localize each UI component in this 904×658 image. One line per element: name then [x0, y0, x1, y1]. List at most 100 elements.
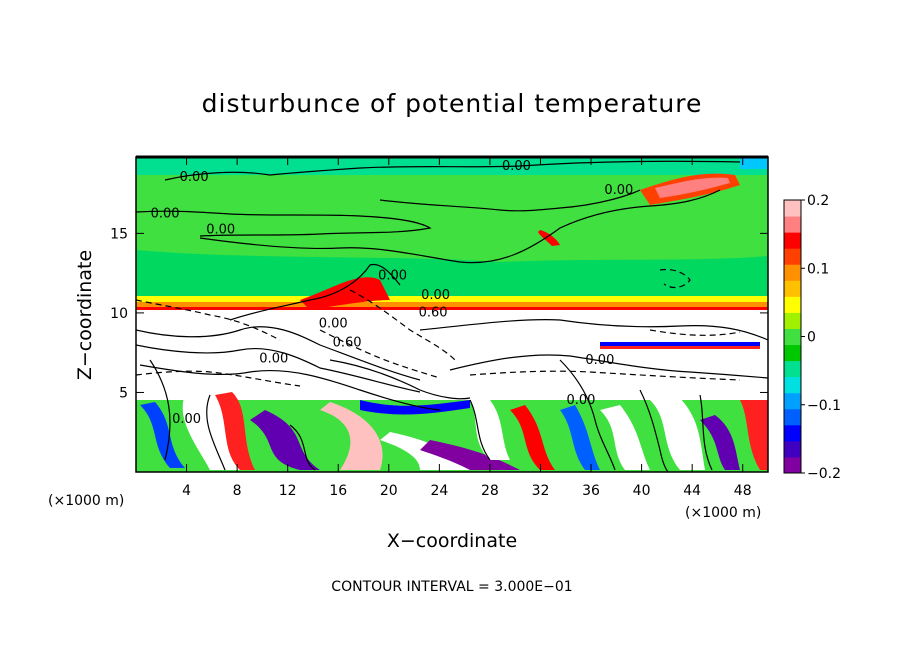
colorbar-frame [783, 199, 802, 474]
colorbar-tick-label: −0.2 [807, 466, 841, 482]
colorbar-tick-label: 0.1 [807, 261, 829, 277]
colorbar-swatch [784, 280, 801, 297]
colorbar-swatch [784, 344, 801, 362]
contour-line [469, 399, 491, 461]
x-tick-label: 36 [582, 483, 600, 499]
plume-blue-1 [140, 402, 185, 468]
mid-blue-band [600, 342, 760, 346]
colorbar-swatch [784, 264, 801, 281]
x-tick-label: 16 [329, 483, 347, 499]
colorbar-swatch [784, 216, 801, 233]
plume-purple-2 [420, 440, 520, 470]
colorbar-swatch [784, 296, 801, 313]
potential-temperature-field [136, 157, 768, 472]
contour-label: 0.00 [206, 223, 235, 238]
contour-label: 0.00 [259, 351, 288, 366]
colorbar-swatch [784, 408, 801, 426]
colorbar-swatch [784, 392, 801, 410]
x-tick-label: 40 [633, 483, 651, 499]
colorbar-swatch [784, 328, 801, 346]
x-tick-label: 12 [279, 483, 297, 499]
contour-label: 0.00 [172, 412, 201, 427]
colorbar-tick-label: 0.2 [807, 193, 829, 209]
contour-dashed [136, 370, 301, 387]
colorbar-tick-label: −0.1 [807, 398, 841, 414]
x-tick-label: 4 [182, 483, 191, 499]
plume-pink-1 [320, 402, 383, 470]
contour-line [289, 424, 316, 471]
contour-line [449, 354, 768, 379]
contour-line [639, 389, 669, 472]
x-axis: 4 8 12 16 20 24 28 32 36 40 44 48 [182, 157, 752, 499]
x-tick-label: 32 [532, 483, 550, 499]
plume-purple-3 [700, 415, 740, 470]
contour-labels: 0.00 0.00 0.00 0.00 0.00 0.00 0.00 0.60 0.00 0.60… [151, 159, 634, 427]
contour-dashed [349, 289, 456, 361]
x-unit-left: (×1000 m) [48, 493, 124, 509]
colorbar-swatch [784, 248, 801, 265]
contour-label: 0.00 [151, 207, 180, 222]
x-tick-label: 8 [233, 483, 242, 499]
colorbar-swatch [784, 456, 801, 474]
chart-title: disturbunce of potential temperature [202, 89, 703, 118]
plume-white-3 [470, 400, 510, 460]
band-lower-green [136, 250, 768, 300]
contour-line [559, 359, 616, 471]
x-tick-label: 44 [683, 483, 701, 499]
y-tick-label: 10 [110, 306, 128, 322]
colorbar-swatch [784, 360, 801, 378]
contour-label: 0.60 [419, 305, 448, 320]
contour-line [699, 394, 713, 471]
x-tick-label: 48 [734, 483, 752, 499]
plume-white-5 [650, 398, 705, 470]
plume-red-2 [510, 405, 555, 470]
contour-line [136, 210, 432, 237]
contour-dashed [649, 329, 741, 336]
colorbar-swatch [784, 232, 801, 249]
contour-interval-note: CONTOUR INTERVAL = 3.000E−01 [331, 579, 572, 595]
plume-red-3 [740, 400, 768, 470]
contour-label: 0.00 [604, 183, 633, 198]
contour-label: 0.00 [502, 159, 531, 174]
contour-line [379, 189, 641, 212]
contour-dashed [469, 370, 741, 381]
contour-line [206, 394, 226, 471]
colorbar-swatch [784, 200, 801, 217]
contour-line [419, 319, 768, 341]
contour-line [164, 160, 741, 181]
y-axis-label: Z−coordinate [74, 250, 96, 380]
y-axis: 5 10 15 [110, 226, 768, 401]
plume-white-4 [600, 405, 650, 470]
plume-red-1 [215, 392, 255, 470]
mid-white [136, 310, 768, 400]
plume-blue-2 [560, 405, 600, 470]
colorbar-tick-label: 0 [807, 330, 816, 346]
contour-line [149, 359, 171, 461]
contour-label: 0.00 [319, 316, 348, 331]
x-tick-label: 20 [380, 483, 398, 499]
stratosphere-pink-patch [655, 177, 730, 198]
contour-label: 0.00 [566, 393, 595, 408]
plume-red-4 [300, 277, 390, 310]
contour-label: 0.00 [378, 269, 407, 284]
contour-lines [136, 160, 768, 472]
y-tick-label: 15 [110, 226, 128, 242]
colorbar-swatch [784, 424, 801, 442]
colorbar: 0.2 0.1 0 −0.1 −0.2 [784, 193, 841, 482]
contour-line [136, 344, 421, 393]
colorbar-swatch [784, 440, 801, 458]
band-orange [136, 302, 768, 307]
contour-line [136, 326, 421, 381]
band-yellow [136, 296, 768, 302]
stratosphere-red-patch-2 [538, 230, 560, 246]
x-unit-right: (×1000 m) [685, 505, 761, 521]
contour-line [229, 263, 401, 321]
contour-line [329, 359, 471, 400]
colorbar-swatch [784, 312, 801, 329]
contour-dashed [659, 268, 691, 289]
contour-label: 0.60 [333, 336, 362, 351]
mid-red-band [600, 346, 760, 349]
plume-blue-3 [360, 400, 470, 415]
contour-line [199, 189, 721, 264]
